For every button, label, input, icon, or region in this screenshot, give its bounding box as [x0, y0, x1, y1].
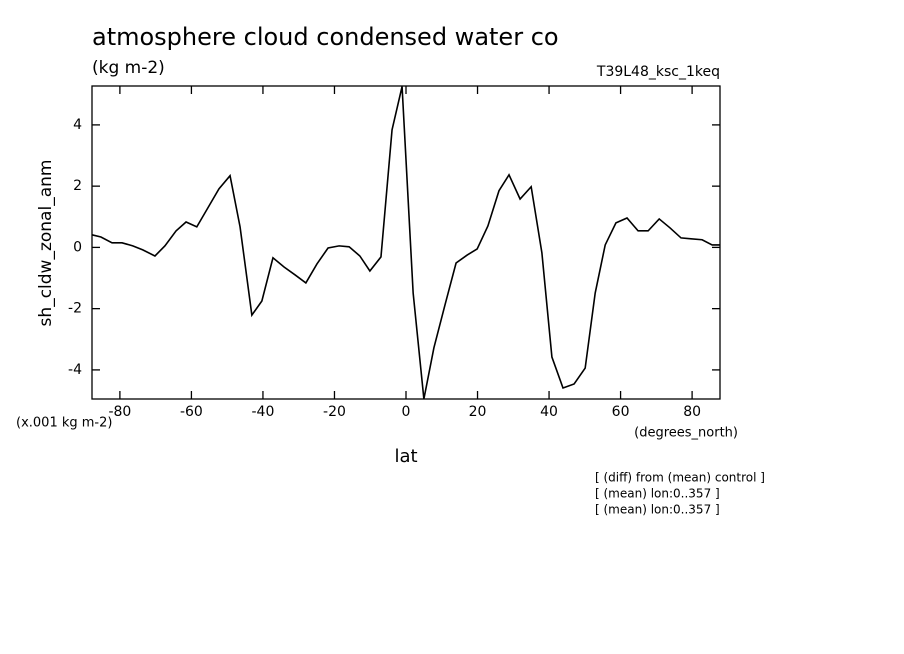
y-tick-label: 4	[73, 117, 82, 133]
chart-title: atmosphere cloud condensed water co	[92, 23, 559, 51]
x-tick-label: -80	[108, 404, 131, 420]
x-tick-label: -20	[323, 404, 346, 420]
x-tick-label: 20	[469, 404, 487, 420]
plot-frame	[91, 85, 721, 400]
x-tick-label: 80	[683, 404, 701, 420]
data-line	[91, 86, 720, 400]
x-axis-label: lat	[394, 446, 417, 467]
annotation: [ (diff) from (mean) control ]	[595, 471, 765, 485]
y-tick-label: -2	[68, 301, 82, 317]
subtitle: (kg m-2)	[92, 58, 165, 78]
x-tick-label: -60	[180, 404, 203, 420]
y-axis-label: sh_cldw_zonal_anm	[36, 160, 56, 327]
annotation: [ (mean) lon:0..357 ]	[595, 503, 720, 517]
y-tick-label: -4	[68, 362, 82, 378]
y-units-label: (x.001 kg m-2)	[16, 416, 112, 431]
x-tick-label: 60	[612, 404, 630, 420]
x-tick-label: 40	[540, 404, 558, 420]
y-tick-label: 0	[73, 239, 82, 255]
x-tick-label: 0	[402, 404, 411, 420]
annotation: [ (mean) lon:0..357 ]	[595, 487, 720, 501]
experiment-label: T39L48_ksc_1keq	[596, 64, 720, 80]
x-tick-label: -40	[252, 404, 275, 420]
y-tick-label: 2	[73, 178, 82, 194]
x-units-label: (degrees_north)	[634, 426, 738, 441]
